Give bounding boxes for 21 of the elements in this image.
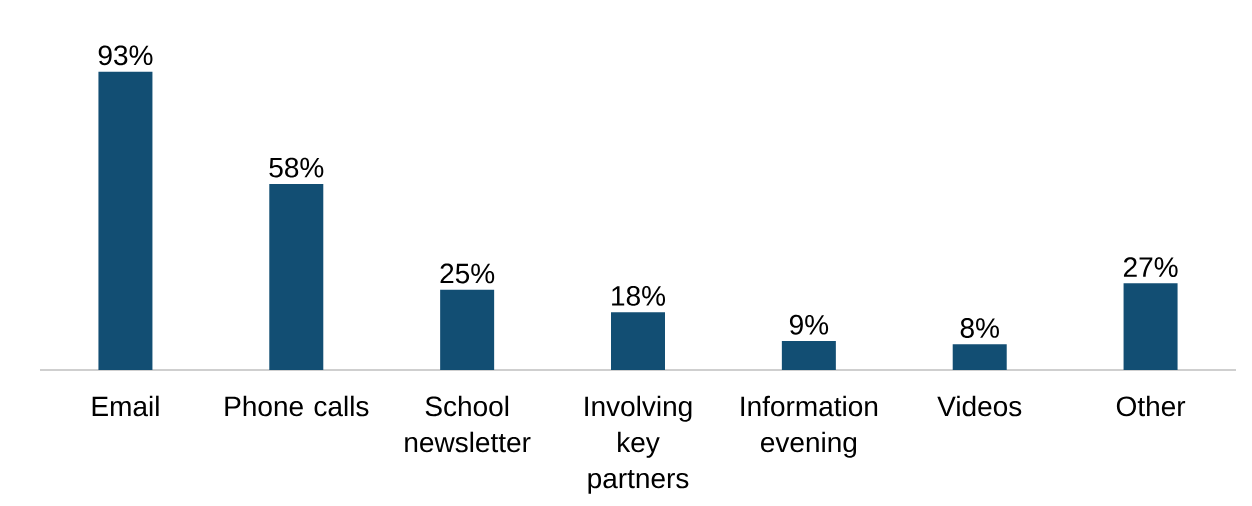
x-tick-label: Phone calls — [225, 395, 369, 417]
bar — [611, 312, 665, 370]
data-label: 8% — [960, 318, 999, 338]
data-label: 58% — [269, 157, 324, 178]
x-tick-label: School newsletter — [405, 395, 531, 453]
x-tick-label: Information evening — [741, 395, 878, 458]
x-tick-label: Videos — [937, 395, 1022, 417]
x-tick-label: Email — [92, 395, 159, 417]
x-tick-label: Involving key partners — [585, 395, 692, 494]
data-label: 27% — [1123, 257, 1178, 277]
data-label: 9% — [789, 314, 829, 335]
data-label: 93% — [98, 45, 153, 66]
bar — [98, 71, 153, 370]
bar — [269, 183, 324, 370]
bar — [952, 344, 1007, 370]
bar — [1123, 283, 1178, 370]
bar — [781, 341, 836, 370]
bar — [440, 289, 495, 370]
x-tick-label: Other — [1116, 395, 1186, 417]
data-label: 18% — [612, 285, 666, 306]
data-label: 25% — [440, 263, 495, 284]
